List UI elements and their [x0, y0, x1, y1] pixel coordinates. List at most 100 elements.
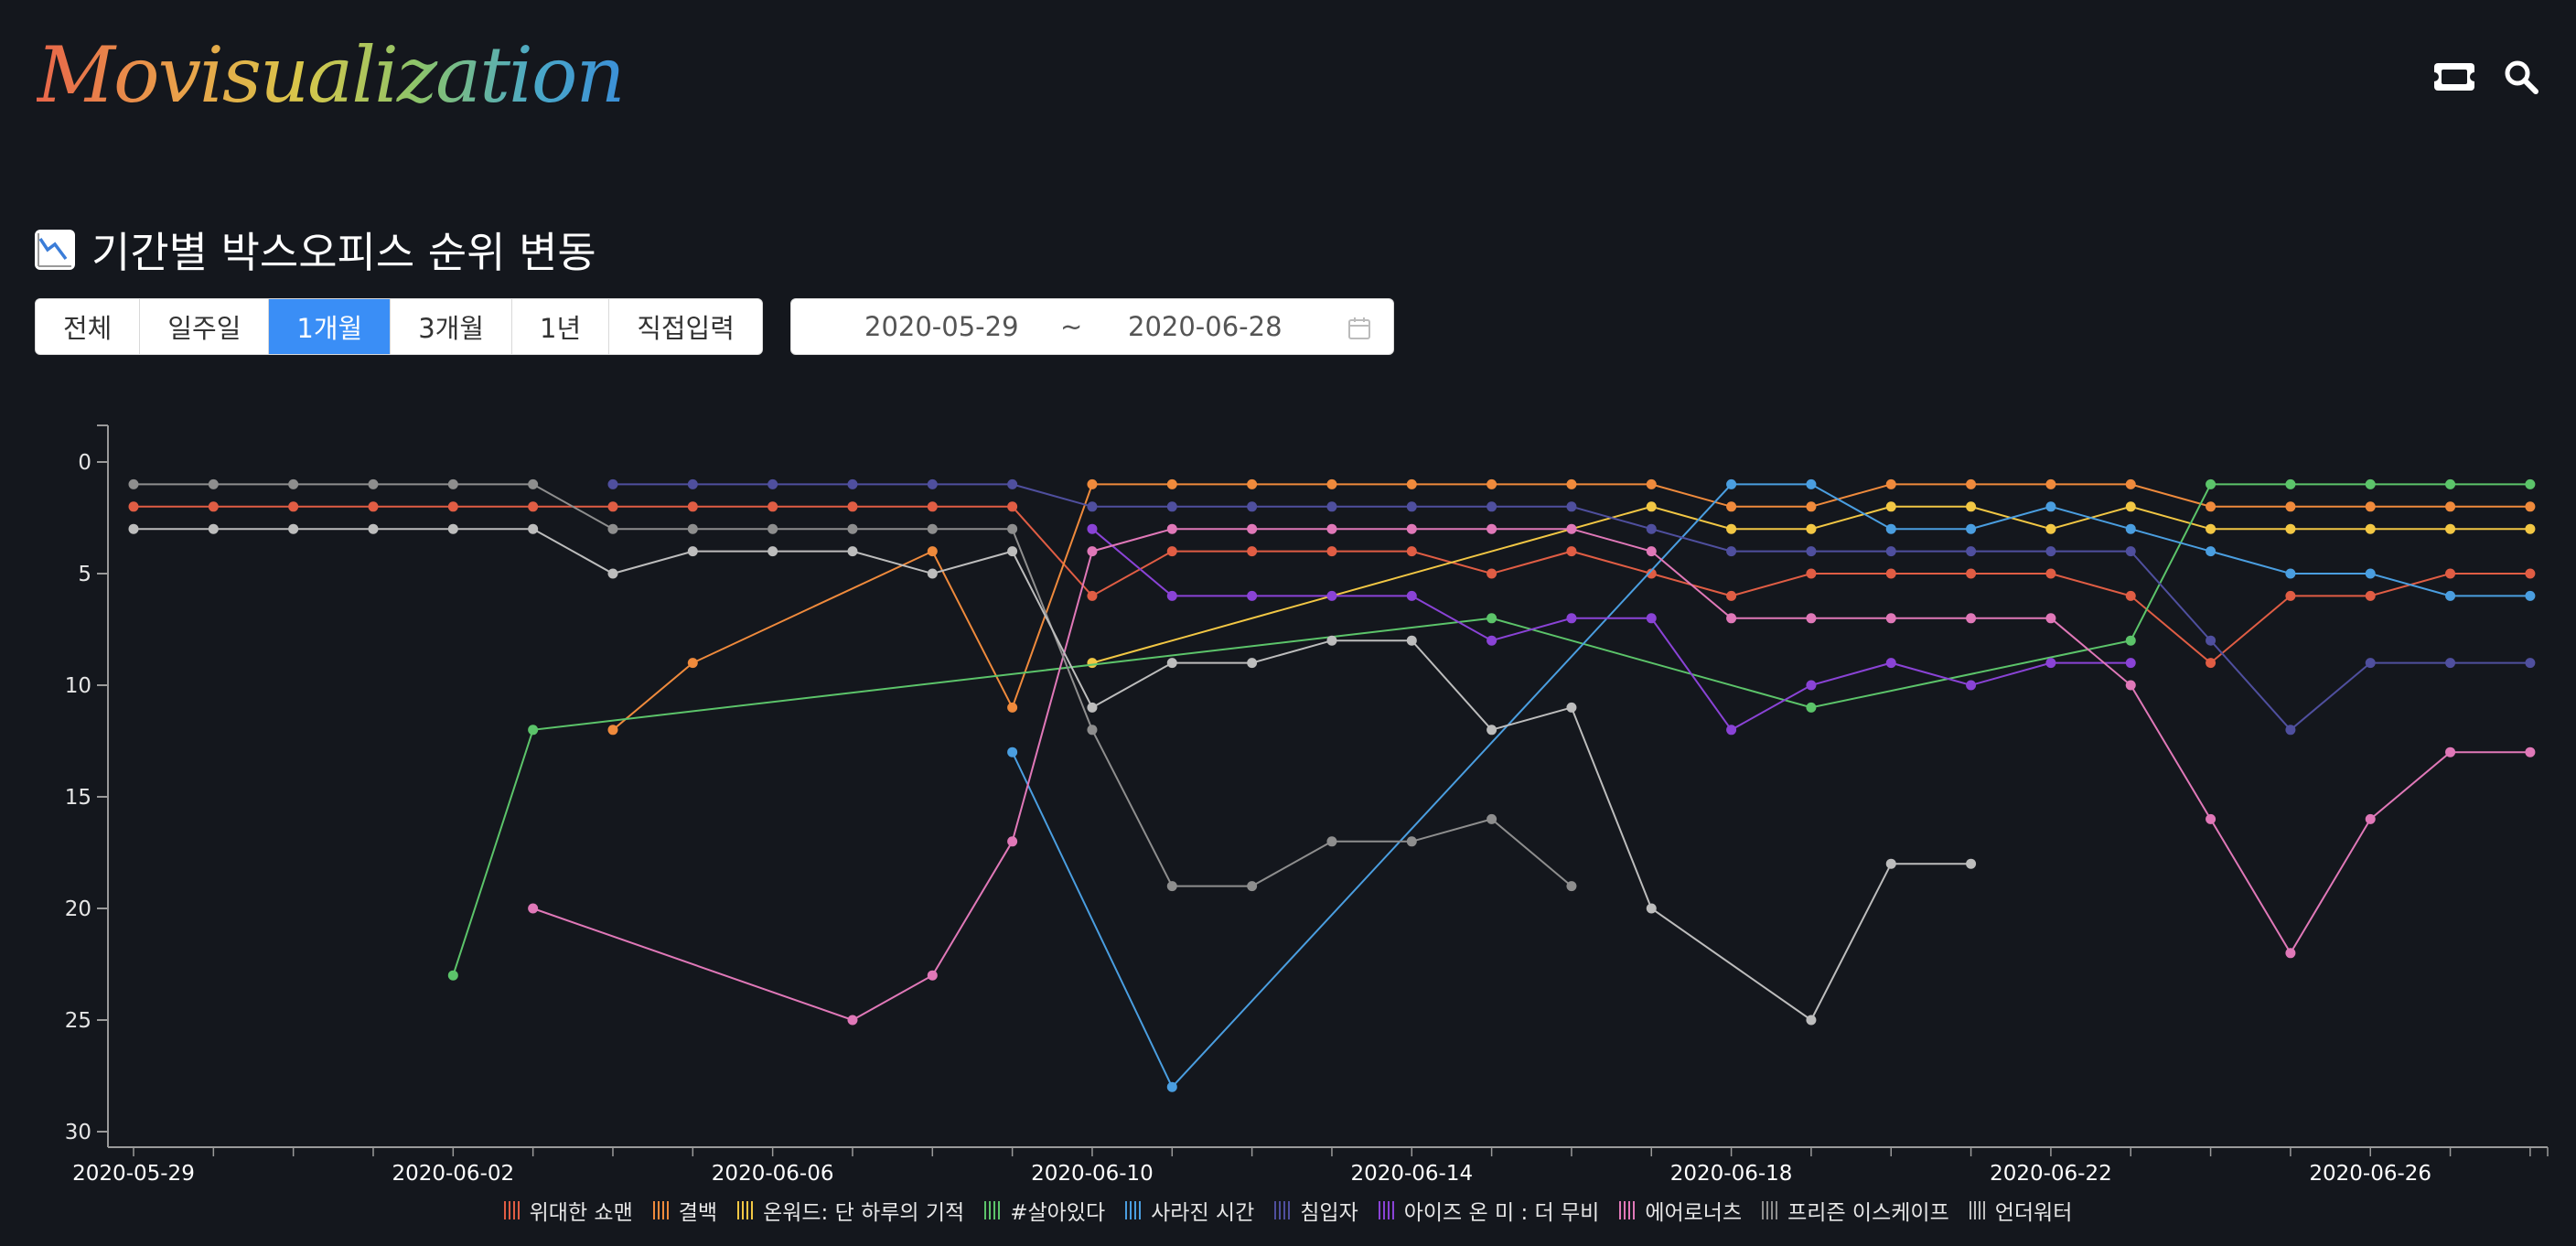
- search-icon[interactable]: [2503, 59, 2539, 99]
- data-point: [1966, 680, 1977, 691]
- data-point: [208, 478, 219, 489]
- data-point: [927, 970, 938, 981]
- legend-item[interactable]: #살아있다: [984, 1195, 1105, 1226]
- data-point: [2125, 523, 2136, 534]
- legend-swatch: [1378, 1201, 1395, 1219]
- y-tick-label: 15: [65, 786, 91, 810]
- data-point: [368, 523, 379, 534]
- data-point: [1166, 523, 1177, 534]
- data-point: [2045, 501, 2056, 512]
- data-point: [1646, 546, 1657, 557]
- y-tick-label: 20: [65, 897, 91, 921]
- data-point: [1885, 523, 1896, 534]
- data-point: [2445, 747, 2456, 757]
- data-point: [927, 568, 938, 579]
- data-point: [2125, 635, 2136, 646]
- data-point: [1566, 478, 1577, 489]
- data-point: [607, 568, 618, 579]
- legend-item[interactable]: 사라진 시간: [1125, 1195, 1254, 1226]
- date-range-picker[interactable]: 2020-05-29 ~ 2020-06-28: [790, 298, 1394, 355]
- period-button-custom[interactable]: 직접입력: [609, 299, 762, 354]
- data-point: [1326, 590, 1337, 601]
- data-point: [2525, 658, 2536, 669]
- series-line: [1091, 528, 2131, 732]
- data-point: [2206, 813, 2216, 824]
- data-point: [767, 501, 778, 512]
- data-point: [1247, 546, 1258, 557]
- legend-item[interactable]: 아이즈 온 미 : 더 무비: [1378, 1195, 1599, 1226]
- period-button-3months[interactable]: 3개월: [391, 299, 513, 354]
- y-tick-label: 25: [65, 1009, 91, 1033]
- data-point: [1885, 478, 1896, 489]
- y-tick-label: 30: [65, 1121, 91, 1144]
- data-point: [528, 725, 539, 736]
- data-point: [847, 523, 858, 534]
- x-tick-label: 2020-06-02: [392, 1162, 514, 1186]
- data-point: [1326, 523, 1337, 534]
- data-point: [1646, 568, 1657, 579]
- data-point: [1966, 858, 1977, 869]
- data-point: [1406, 836, 1417, 847]
- y-tick-label: 10: [65, 674, 91, 698]
- data-point: [1646, 613, 1657, 624]
- legend-label: 프리즌 이스케이프: [1787, 1201, 1949, 1225]
- data-point: [847, 1015, 858, 1026]
- data-point: [1326, 501, 1337, 512]
- period-button-month[interactable]: 1개월: [269, 299, 392, 354]
- data-point: [2206, 478, 2216, 489]
- data-point: [1007, 523, 1018, 534]
- data-point: [528, 478, 539, 489]
- data-point: [1326, 836, 1337, 847]
- data-point: [1087, 501, 1098, 512]
- calendar-icon[interactable]: [1347, 316, 1371, 347]
- start-date-input[interactable]: 2020-05-29: [864, 311, 1019, 342]
- legend-swatch: [1619, 1201, 1637, 1219]
- legend-item[interactable]: 온워드: 단 하루의 기적: [737, 1195, 964, 1226]
- data-point: [1247, 523, 1258, 534]
- legend-item[interactable]: 에어로너츠: [1619, 1195, 1742, 1226]
- data-point: [767, 523, 778, 534]
- period-button-year[interactable]: 1년: [512, 299, 610, 354]
- legend-item[interactable]: 침입자: [1274, 1195, 1358, 1226]
- data-point: [607, 478, 618, 489]
- legend-item[interactable]: 결백: [652, 1195, 717, 1226]
- x-tick-label: 2020-06-06: [712, 1162, 834, 1186]
- app-logo[interactable]: Movisualization: [37, 30, 626, 120]
- legend-label: 온워드: 단 하루의 기적: [763, 1201, 965, 1225]
- data-point: [2045, 478, 2056, 489]
- legend-item[interactable]: 위대한 쇼맨: [503, 1195, 633, 1226]
- data-point: [208, 501, 219, 512]
- data-point: [2365, 590, 2376, 601]
- data-point: [1726, 523, 1737, 534]
- data-point: [2445, 478, 2456, 489]
- data-point: [1087, 725, 1098, 736]
- x-tick-label: 2020-06-26: [2309, 1162, 2431, 1186]
- data-point: [288, 523, 299, 534]
- period-button-week[interactable]: 일주일: [140, 299, 270, 354]
- ticket-icon[interactable]: [2430, 62, 2479, 95]
- data-point: [2365, 501, 2376, 512]
- data-point: [1487, 568, 1497, 579]
- data-point: [1406, 501, 1417, 512]
- period-button-all[interactable]: 전체: [36, 299, 141, 354]
- data-point: [2445, 568, 2456, 579]
- data-point: [128, 501, 139, 512]
- data-point: [607, 523, 618, 534]
- data-point: [2045, 613, 2056, 624]
- data-point: [1646, 523, 1657, 534]
- data-point: [1646, 478, 1657, 489]
- legend-item[interactable]: 언더워터: [1969, 1195, 2072, 1226]
- data-point: [1166, 1081, 1177, 1092]
- data-point: [368, 501, 379, 512]
- data-point: [2285, 523, 2296, 534]
- rank-line-chart: 0 5 10 15 20 25 30 2020-05-29 2020-06-02 2020-06-…: [65, 424, 2549, 1186]
- data-point: [2365, 478, 2376, 489]
- page-title-row: 기간별 박스오피스 순위 변동: [35, 220, 596, 280]
- data-point: [1087, 478, 1098, 489]
- legend-item[interactable]: 프리즌 이스케이프: [1762, 1195, 1949, 1226]
- end-date-input[interactable]: 2020-06-28: [1128, 311, 1283, 342]
- data-point: [1566, 613, 1577, 624]
- data-point: [1726, 478, 1737, 489]
- data-point: [1487, 813, 1497, 824]
- data-point: [1566, 523, 1577, 534]
